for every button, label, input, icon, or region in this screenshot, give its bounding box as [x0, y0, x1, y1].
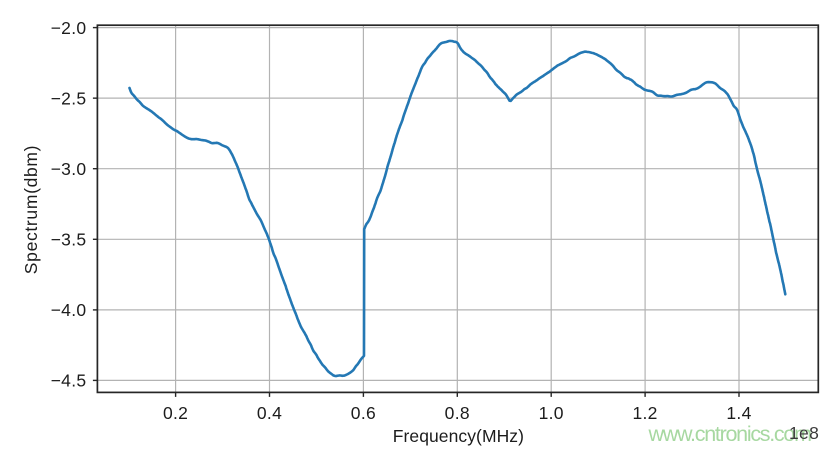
svg-text:−4.0: −4.0: [51, 300, 87, 320]
svg-text:−4.5: −4.5: [51, 371, 87, 391]
svg-text:−3.5: −3.5: [51, 230, 87, 250]
svg-text:Spectrum(dbm): Spectrum(dbm): [21, 145, 41, 274]
svg-text:1.0: 1.0: [539, 403, 564, 423]
svg-text:1.2: 1.2: [632, 403, 657, 423]
svg-text:0.8: 0.8: [445, 403, 470, 423]
svg-text:Frequency(MHz): Frequency(MHz): [393, 426, 525, 446]
svg-text:−2.5: −2.5: [51, 88, 87, 108]
svg-text:www.cntronics.com: www.cntronics.com: [648, 422, 813, 446]
svg-text:−2.0: −2.0: [51, 18, 87, 38]
svg-text:0.6: 0.6: [351, 403, 376, 423]
svg-text:0.4: 0.4: [257, 403, 282, 423]
svg-text:0.2: 0.2: [163, 403, 188, 423]
svg-text:−3.0: −3.0: [51, 159, 87, 179]
svg-text:1.4: 1.4: [726, 403, 751, 423]
svg-text:1e8: 1e8: [789, 423, 819, 443]
